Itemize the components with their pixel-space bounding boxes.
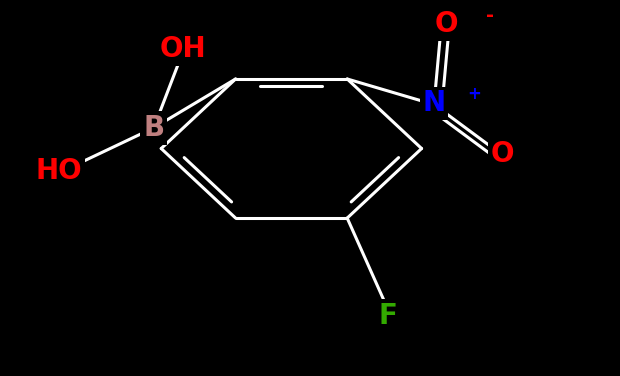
- Text: B: B: [143, 114, 164, 142]
- Text: O: O: [490, 140, 514, 168]
- Text: F: F: [378, 302, 397, 330]
- Text: O: O: [435, 11, 458, 38]
- Text: HO: HO: [35, 157, 82, 185]
- Text: N: N: [422, 89, 446, 117]
- Text: OH: OH: [159, 35, 206, 63]
- Text: -: -: [486, 6, 494, 24]
- Text: +: +: [467, 85, 481, 103]
